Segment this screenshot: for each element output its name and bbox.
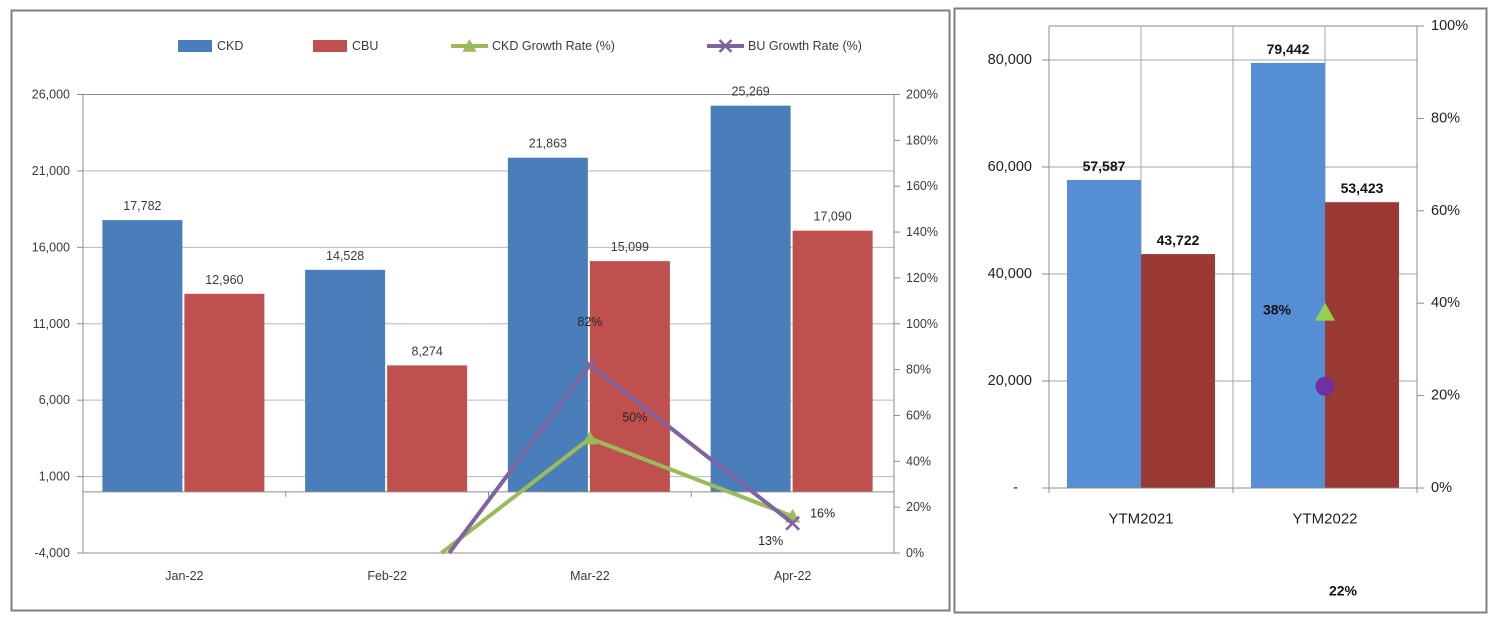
right-axis-tick-label: 100% — [1431, 18, 1468, 34]
bar-CBU-Apr-22 — [792, 230, 873, 492]
bar-data-label: 25,269 — [732, 85, 770, 99]
left-axis-tick-label: 6,000 — [39, 393, 70, 407]
bar-CBU-Feb-22 — [387, 365, 468, 492]
growth-triangle-marker — [1315, 302, 1335, 321]
right-axis-tick-label: 160% — [906, 179, 938, 193]
right-axis-tick-label: 100% — [906, 317, 938, 331]
right-axis-tick-label: 0% — [906, 546, 924, 560]
x-marker — [582, 357, 598, 373]
monthly-combo-chart: 26,000 21,000 16,000 11,000 6,000 1,000 -4,000… — [32, 39, 938, 583]
line-data-label: 50% — [622, 410, 647, 424]
left-axis-tick-label: 26,000 — [32, 88, 70, 102]
right-axis-tick-label: 0% — [1431, 480, 1452, 496]
bar-data-label: 17,090 — [814, 210, 852, 224]
bar-series1-YTM2022 — [1251, 62, 1325, 489]
bar-CKD-Mar-22 — [507, 157, 588, 492]
bar-data-label: 79,442 — [1267, 41, 1310, 57]
left-axis-tick-label: 80,000 — [988, 52, 1032, 68]
right-axis-tick-label: 180% — [906, 133, 938, 147]
bar-series1-YTM2021 — [1067, 179, 1141, 488]
legend-item-CKD Growth Rate (%): CKD Growth Rate (%) — [451, 39, 615, 53]
left-axis-tick-label: 11,000 — [33, 317, 70, 331]
ytd-bar-chart: 80,000 60,000 40,000 20,000 - 100% 80% 60% 40% 20… — [988, 18, 1469, 598]
legend-swatch — [313, 40, 347, 52]
category-label: Feb-22 — [367, 569, 407, 583]
growth-data-label: 38% — [1263, 301, 1292, 317]
legend-item-CBU: CBU — [313, 39, 378, 53]
left-axis-tick-label: 20,000 — [988, 373, 1032, 389]
growth-circle-marker — [1315, 376, 1335, 396]
line-data-label: 82% — [577, 315, 602, 329]
left-axis-tick-label: - — [1013, 480, 1018, 496]
bar-data-label: 57,587 — [1083, 158, 1126, 174]
right-axis-tick-label: 60% — [1431, 203, 1460, 219]
bar-data-label: 53,423 — [1341, 180, 1384, 196]
right-axis-tick-label: 20% — [1431, 388, 1460, 404]
right-axis-tick-label: 120% — [906, 271, 938, 285]
legend-swatch — [178, 40, 212, 52]
left-axis-tick-label: 16,000 — [32, 240, 70, 254]
left-axis-tick-label: 1,000 — [39, 470, 70, 484]
category-label: YTM2021 — [1108, 511, 1173, 528]
right-axis-tick-label: 80% — [906, 363, 931, 377]
category-label: Apr-22 — [774, 569, 812, 583]
bar-CBU-Jan-22 — [184, 293, 265, 492]
bar-data-label: 14,528 — [326, 249, 364, 263]
bar-data-label: 43,722 — [1157, 232, 1200, 248]
right-axis-tick-label: 40% — [906, 454, 931, 468]
bar-data-label: 12,960 — [205, 273, 243, 287]
bar-data-label: 21,863 — [529, 137, 567, 151]
right-axis-tick-label: 40% — [1431, 295, 1460, 311]
right-axis-tick-label: 200% — [906, 88, 938, 102]
bar-series2-YTM2022 — [1325, 202, 1399, 488]
right-axis-tick-label: 20% — [906, 500, 931, 514]
category-label: YTM2022 — [1292, 511, 1357, 528]
ytd-chart-panel — [953, 7, 1488, 614]
left-axis-tick-label: 21,000 — [32, 164, 70, 178]
bar-CKD-Apr-22 — [710, 105, 791, 492]
bar-CKD-Feb-22 — [305, 269, 386, 492]
bar-data-label: 8,274 — [411, 344, 442, 358]
legend-triangle-marker — [462, 39, 477, 52]
legend-item-CKD: CKD — [178, 39, 243, 53]
left-axis-tick-label: 40,000 — [988, 266, 1032, 282]
growth-data-label: 22% — [1329, 582, 1358, 598]
left-axis-tick-label: -4,000 — [35, 546, 70, 560]
right-axis-tick-label: 80% — [1431, 110, 1460, 126]
line-data-label: 16% — [810, 506, 835, 520]
legend-label: CBU — [352, 39, 378, 53]
triangle-marker — [582, 430, 598, 445]
bar-data-label: 17,782 — [123, 199, 161, 213]
legend-label: CKD Growth Rate (%) — [492, 39, 615, 53]
legend-x-marker — [718, 39, 733, 53]
legend-label: BU Growth Rate (%) — [748, 39, 862, 53]
bar-data-label: 15,099 — [611, 240, 649, 254]
bar-CKD-Jan-22 — [102, 220, 183, 492]
legend-item-BU Growth Rate (%): BU Growth Rate (%) — [707, 39, 862, 53]
category-label: Jan-22 — [165, 569, 203, 583]
left-axis-tick-label: 60,000 — [988, 159, 1032, 175]
bar-series2-YTM2021 — [1141, 254, 1215, 488]
right-axis-tick-label: 60% — [906, 408, 931, 422]
line-data-label: 13% — [758, 534, 783, 548]
right-axis-tick-label: 140% — [906, 225, 938, 239]
legend-label: CKD — [217, 39, 243, 53]
category-label: Mar-22 — [570, 569, 610, 583]
x-marker — [785, 515, 801, 531]
